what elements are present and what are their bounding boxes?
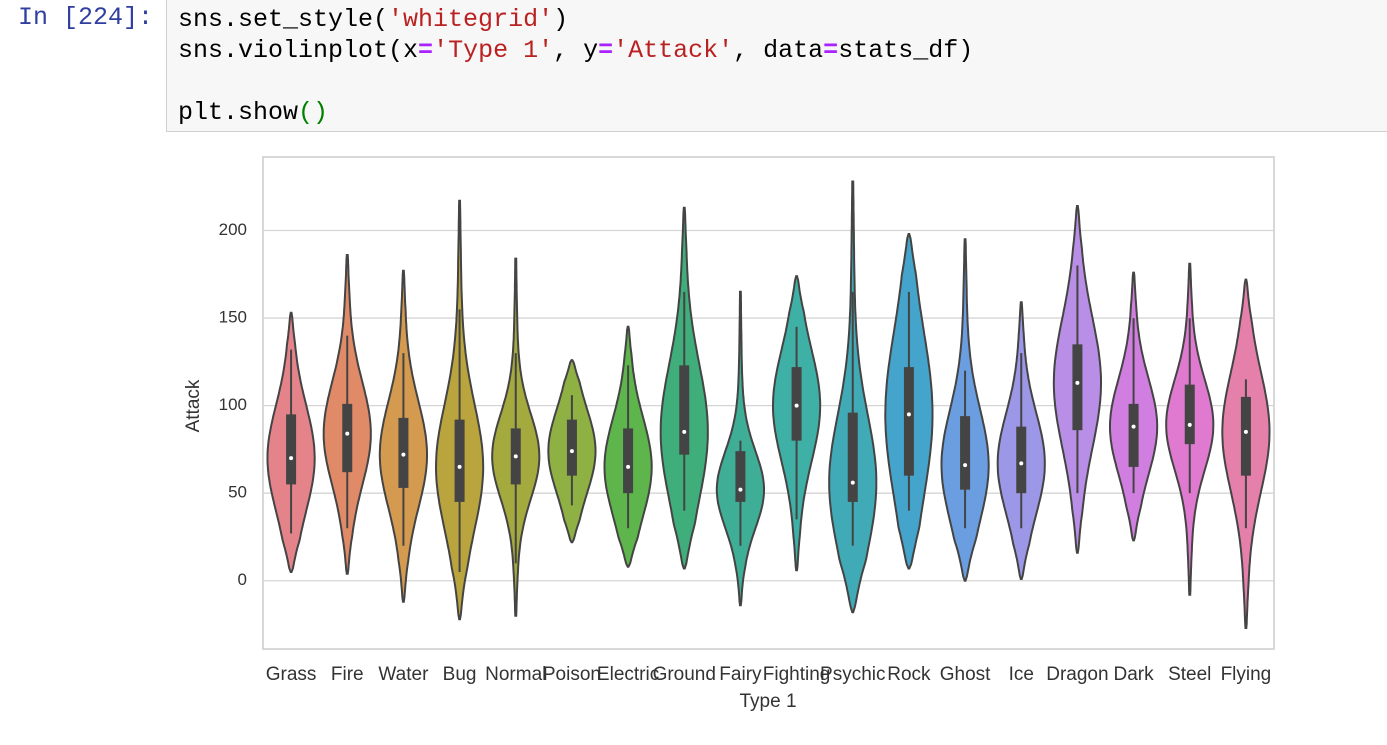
median [289,456,294,461]
box [566,419,577,476]
x-tick-label: Grass [266,664,317,685]
x-tick-label: Fairy [719,664,762,685]
x-axis-label: Type 1 [739,691,796,712]
code-token: 'Attack' [613,36,734,65]
x-tick-label: Water [378,664,429,685]
code-line: sns.violinplot(x='Type 1', y='Attack', d… [178,35,973,66]
code-token: () [298,98,329,127]
code-token: = [598,36,614,65]
median [401,452,406,457]
code-token: sns.violinplot(x [178,36,419,65]
code-token: stats_df) [838,36,974,65]
x-tick-label: Bug [443,664,477,685]
median [1243,429,1248,434]
code-token: plt.show [178,98,299,127]
x-tick-label: Dark [1114,664,1155,685]
box [1240,396,1251,476]
box [1184,384,1195,445]
code-token: 'whitegrid' [388,5,554,34]
x-tick-label: Ghost [940,664,991,685]
y-tick-label: 150 [219,308,247,327]
code-line: sns.set_style('whitegrid') [178,4,973,35]
median [1075,380,1080,385]
x-tick-label: Ground [653,664,716,685]
median [513,454,518,459]
code-token: = [418,36,434,65]
box [454,419,465,502]
y-tick-label: 100 [219,395,247,414]
median [682,429,687,434]
code-cell[interactable]: sns.set_style('whitegrid') sns.violinplot… [166,0,1387,132]
median [963,463,968,468]
median [569,449,574,454]
box [1072,344,1083,431]
x-tick-label: Fire [331,664,364,685]
box [735,451,746,502]
box [342,403,353,473]
box [623,428,634,494]
median [345,431,350,436]
box [1128,403,1139,467]
y-axis-label: Attack [183,379,204,432]
code-token: 'Type 1' [433,36,554,65]
box [903,367,914,476]
x-tick-label: Flying [1221,664,1272,685]
x-tick-label: Psychic [820,664,885,685]
code: sns.set_style('whitegrid') sns.violinplot… [178,4,973,128]
code-token: , y [553,36,599,65]
x-tick-label: Poison [543,664,601,685]
median [1131,424,1136,429]
box [847,412,858,502]
median [626,464,631,469]
code-line: plt.show() [178,97,973,128]
cell-prompt: In [224]: [18,3,154,32]
median [1187,422,1192,427]
code-token: ) [553,5,569,34]
y-tick-label: 200 [219,220,247,239]
median [794,403,799,408]
y-tick-label: 50 [228,483,247,502]
x-tick-label: Dragon [1046,664,1108,685]
y-tick-label: 0 [238,570,247,589]
median [738,487,743,492]
code-token: sns.set_style( [178,5,389,34]
median [1019,461,1024,466]
median [906,412,911,417]
box [679,365,690,455]
box [960,416,971,490]
median [850,480,855,485]
x-tick-label: Ice [1009,664,1034,685]
x-tick-label: Normal [485,664,546,685]
median [457,464,462,469]
x-tick-label: Electric [597,664,659,685]
x-tick-label: Fighting [763,664,831,685]
box [1016,426,1027,494]
x-tick-label: Rock [887,664,931,685]
code-token: = [823,36,839,65]
x-tick-label: Steel [1168,664,1211,685]
plot-area [262,156,1275,650]
box [286,414,297,485]
code-token: , data [733,36,824,65]
